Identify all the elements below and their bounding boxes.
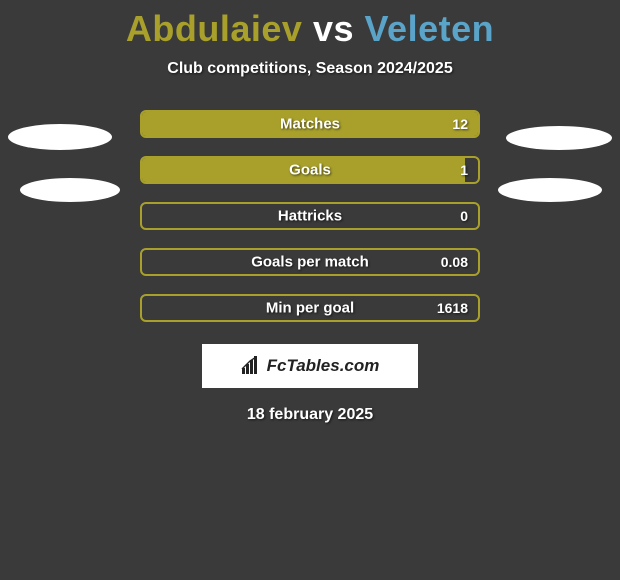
- stat-label: Goals per match: [251, 254, 369, 271]
- decorative-ellipse: [506, 126, 612, 150]
- player2-name: Veleten: [365, 8, 495, 49]
- stat-label: Goals: [289, 162, 331, 179]
- stat-row: Min per goal 1618: [140, 294, 480, 322]
- stat-label: Hattricks: [278, 208, 342, 225]
- stat-value: 0: [460, 208, 468, 224]
- decorative-ellipse: [498, 178, 602, 202]
- player1-name: Abdulaiev: [126, 8, 303, 49]
- brand-text: FcTables.com: [267, 356, 380, 376]
- stat-value: 1: [460, 162, 468, 178]
- brand-badge: FcTables.com: [202, 344, 418, 388]
- page-title: Abdulaiev vs Veleten: [0, 0, 620, 50]
- vs-word: vs: [313, 8, 354, 49]
- stat-value: 0.08: [441, 254, 468, 270]
- stat-row: Hattricks 0: [140, 202, 480, 230]
- stat-row: Goals per match 0.08: [140, 248, 480, 276]
- decorative-ellipse: [20, 178, 120, 202]
- stat-value: 12: [452, 116, 468, 132]
- decorative-ellipse: [8, 124, 112, 150]
- stat-label: Matches: [280, 116, 340, 133]
- stat-row: Matches 12: [140, 110, 480, 138]
- stat-value: 1618: [437, 300, 468, 316]
- subtitle: Club competitions, Season 2024/2025: [0, 60, 620, 78]
- stat-label: Min per goal: [266, 300, 354, 317]
- stat-row: Goals 1: [140, 156, 480, 184]
- bar-chart-icon: [241, 356, 261, 376]
- date-line: 18 february 2025: [0, 406, 620, 424]
- stats-list: Matches 12 Goals 1 Hattricks 0 Goals per match…: [140, 110, 480, 322]
